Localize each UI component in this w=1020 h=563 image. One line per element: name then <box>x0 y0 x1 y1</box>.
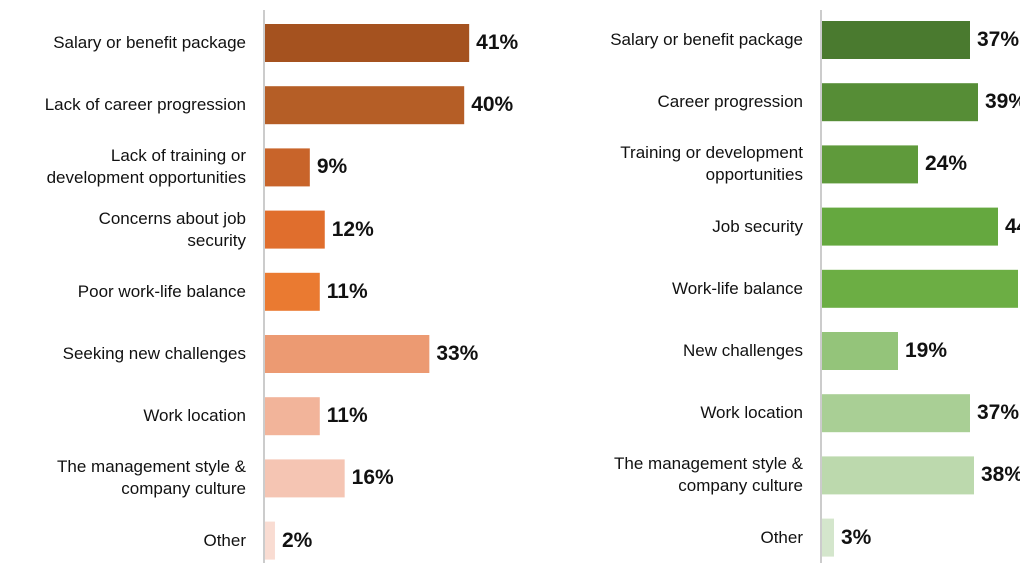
value-label: 2% <box>281 528 313 552</box>
category-label: Salary or benefit package <box>610 30 803 49</box>
bar <box>265 397 320 436</box>
category-label: Lack of training or development opportun… <box>46 146 246 188</box>
category-label: Work location <box>143 406 246 426</box>
bar <box>265 335 430 373</box>
value-label: 12% <box>331 217 374 241</box>
bar <box>822 83 978 122</box>
value-label: 11% <box>326 404 368 428</box>
value-label: 37% <box>977 28 1020 51</box>
category-label: Seeking new challenges <box>62 344 246 363</box>
category-label: Salary or benefit package <box>53 33 246 52</box>
value-label: 16% <box>351 466 394 490</box>
value-label: 44% <box>1005 214 1020 238</box>
value-label: 11% <box>326 279 368 303</box>
bar <box>822 269 1018 308</box>
value-label: 3% <box>841 525 872 549</box>
bar <box>822 518 834 557</box>
category-label: The management style & company culture <box>614 454 803 496</box>
bar <box>265 459 345 498</box>
bar <box>265 86 465 125</box>
value-label: 38% <box>981 463 1020 487</box>
bar <box>822 332 898 370</box>
bar <box>822 207 998 246</box>
bar <box>265 272 320 311</box>
value-label: 24% <box>925 152 968 176</box>
category-label: Work location <box>700 403 803 423</box>
value-label: 37% <box>977 401 1020 425</box>
value-label: 39% <box>985 90 1020 114</box>
category-label: Other <box>203 530 246 550</box>
value-label: 19% <box>905 339 948 362</box>
category-label: New challenges <box>682 341 803 360</box>
bar <box>265 148 310 187</box>
category-label: Job security <box>712 216 803 236</box>
bar <box>265 24 470 62</box>
category-label: Concerns about job security <box>98 208 246 250</box>
bar <box>822 456 974 495</box>
bar <box>822 394 970 433</box>
category-label: Other <box>760 527 803 547</box>
category-label: The management style & company culture <box>57 457 246 499</box>
category-label: Career progression <box>657 92 803 112</box>
bar <box>822 145 918 184</box>
bar <box>265 210 325 249</box>
category-label: Lack of career progression <box>44 95 246 115</box>
category-label: Work-life balance <box>671 278 803 298</box>
value-label: 33% <box>436 342 479 365</box>
value-label: 9% <box>316 155 348 179</box>
value-label: 41% <box>476 31 519 54</box>
bar <box>822 21 970 59</box>
category-label: Poor work-life balance <box>77 281 246 301</box>
category-label: Training or development opportunities <box>620 143 803 185</box>
value-label: 40% <box>471 93 514 117</box>
bar <box>265 521 275 560</box>
